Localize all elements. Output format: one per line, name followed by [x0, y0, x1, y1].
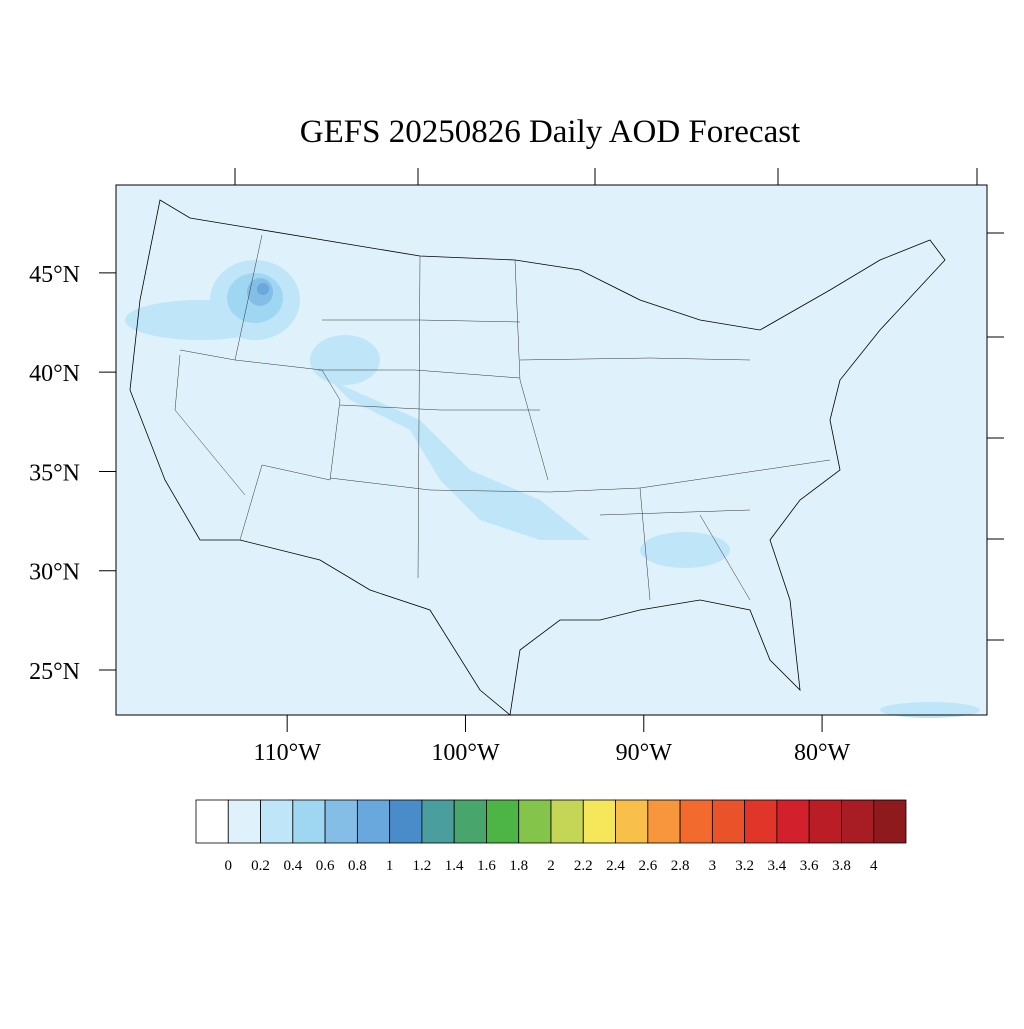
plume — [330, 380, 590, 540]
colorbar-box — [486, 799, 520, 844]
colorbar-tick-label: 4 — [870, 858, 878, 874]
colorbar-box — [776, 799, 810, 844]
lat-tick-label: 35°N — [29, 460, 80, 486]
colorbar-tick-label: 1.6 — [477, 858, 496, 874]
colorbar-tick-label: 2 — [547, 858, 555, 874]
colorbar-tick-label: 0.2 — [251, 858, 270, 874]
map — [115, 168, 1004, 718]
colorbar-tick-label: 0 — [225, 858, 233, 874]
colorbar-box — [615, 799, 649, 844]
colorbar-box — [744, 799, 778, 844]
colorbar-box — [227, 799, 261, 844]
lon-tick-label: 90°W — [616, 740, 673, 766]
colorbar-tick-label: 0.8 — [348, 858, 367, 874]
colorbar-box — [421, 799, 455, 844]
map-frame — [115, 184, 988, 716]
colorbar-tick-label: 1 — [386, 858, 394, 874]
lon-tick-label: 80°W — [794, 740, 851, 766]
colorbar-tick-label: 3 — [709, 858, 717, 874]
colorbar-tick-label: 3.8 — [832, 858, 851, 874]
frame-ticks — [234, 168, 1004, 641]
colorbar-tick-label: 0.4 — [283, 858, 302, 874]
colorbar-tick-label: 2.4 — [606, 858, 625, 874]
plume — [640, 532, 730, 568]
colorbar-box — [195, 799, 229, 844]
plume — [880, 702, 980, 718]
colorbar-box — [389, 799, 423, 844]
colorbar-box — [841, 799, 875, 844]
colorbar-box — [808, 799, 842, 844]
colorbar-box — [873, 799, 907, 844]
title: GEFS 20250826 Daily AOD Forecast — [300, 114, 800, 150]
colorbar-box — [647, 799, 681, 844]
plume — [257, 283, 269, 295]
state-borders — [174, 234, 831, 601]
colorbar-tick-label: 0.6 — [316, 858, 335, 874]
colorbar-tick-label: 1.8 — [509, 858, 528, 874]
colorbar-tick-label: 1.2 — [413, 858, 432, 874]
colorbar-tick-label: 3.6 — [800, 858, 819, 874]
axes: 45°N 40°N 35°N 30°N 25°N 110°W 100°W 90°W 80°W — [29, 262, 850, 766]
colorbar-box — [679, 799, 713, 844]
colorbar-tick-label: 3.2 — [735, 858, 754, 874]
lat-tick-label: 45°N — [29, 262, 80, 288]
colorbar-box — [292, 799, 326, 844]
lat-tick-label: 40°N — [29, 361, 80, 387]
colorbar-box — [260, 799, 294, 844]
colorbar-box — [324, 799, 358, 844]
colorbar-tick-label: 2.8 — [671, 858, 690, 874]
aod-plumes — [125, 260, 980, 718]
colorbar: 0 0.2 0.4 0.6 0.8 1 1.2 1.4 1.6 1.8 2 2.2 2.4 2.6 2.8 3… — [195, 799, 907, 874]
colorbar-box — [356, 799, 391, 844]
colorbar-tick-label: 2.2 — [574, 858, 593, 874]
colorbar-box — [582, 799, 616, 844]
colorbar-box — [453, 799, 487, 844]
colorbar-tick-label: 2.6 — [638, 858, 657, 874]
lon-tick-label: 100°W — [431, 740, 500, 766]
lat-tick-label: 30°N — [29, 560, 80, 586]
plume — [310, 335, 380, 385]
colorbar-tick-label: 3.4 — [768, 858, 787, 874]
colorbar-box — [550, 799, 584, 844]
colorbar-box — [711, 799, 746, 844]
colorbar-tick-label: 1.4 — [445, 858, 464, 874]
lon-tick-label: 110°W — [253, 740, 321, 766]
lat-tick-label: 25°N — [29, 659, 80, 685]
colorbar-box — [518, 799, 552, 844]
coastline — [129, 199, 946, 716]
